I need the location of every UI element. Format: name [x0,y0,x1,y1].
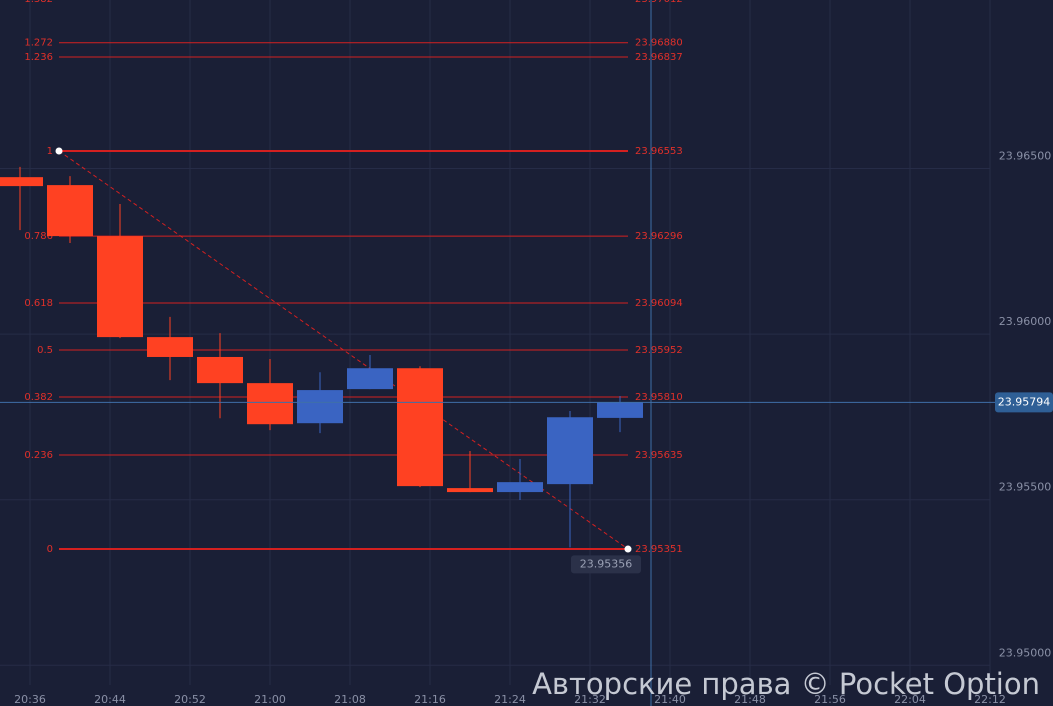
fib-price: 23.96553 [635,146,683,157]
anchor-dot [55,147,63,155]
x-tick-label: 20:36 [14,693,46,706]
fib-price: 23.95351 [635,544,683,555]
x-tick-label: 21:16 [414,693,446,706]
x-tick-label: 21:32 [574,693,606,706]
candle-body [397,368,443,487]
candle-body [347,368,393,390]
x-tick-label: 21:48 [734,693,766,706]
y-tick-label: 23.96000 [999,315,1052,328]
x-tick-label: 22:12 [974,693,1006,706]
fib-ratio: 0.236 [24,450,53,461]
fib-price: 23.96296 [635,231,683,242]
y-tick-label: 23.95500 [999,481,1052,494]
current-price-label: 23.95794 [998,395,1051,408]
fib-ratio: 0.382 [24,392,53,403]
candle-body [197,356,243,384]
fib-price: 23.95952 [635,345,683,356]
fib-ratio: 0.618 [24,298,53,309]
fib-ratio: 1 [47,146,53,157]
fib-price: 23.96837 [635,52,683,63]
fib-price: 23.96094 [635,298,683,309]
fib-price: 23.95635 [635,450,683,461]
watermark: Авторские права © Pocket Option [532,667,1040,701]
fib-ratio: 0 [47,544,53,555]
y-tick-label: 23.96500 [999,150,1052,163]
current-price-box [995,392,1053,413]
x-tick-label: 21:56 [814,693,846,706]
fib-price: 23.96880 [635,38,683,49]
x-tick-label: 21:40 [654,693,686,706]
fib-ratio: 0.5 [37,345,53,356]
fib-price: 23.97012 [635,0,683,5]
low-marker-label: 23.95356 [580,557,633,570]
candles [0,166,643,548]
y-tick-label: 23.95000 [999,646,1052,659]
overlay: 23.95794 23.95356 [0,147,1053,574]
low-marker-box [571,555,641,574]
candle-body [97,236,143,338]
fibonacci: 1.382 23.97012 1.272 23.96880 1.236 23.96837 1… [24,0,682,555]
candle-body [0,177,43,187]
candle-body [497,482,543,493]
fib-price: 23.95810 [635,392,683,403]
trend-line [58,150,629,550]
candle-body [297,390,343,424]
x-tick-label: 21:08 [334,693,366,706]
candle-body [147,337,193,357]
fib-ratio: 1.382 [24,0,53,5]
x-tick-label: 22:04 [894,693,926,706]
candle-body [447,488,493,493]
candle-body [47,185,93,237]
x-tick-label: 21:00 [254,693,286,706]
fib-ratio: 1.272 [24,38,53,49]
anchor-dot [624,545,632,553]
fib-ratio: 1.236 [24,52,53,63]
x-tick-label: 20:52 [174,693,206,706]
candle-body [547,417,593,485]
candle-body [597,402,643,418]
fib-ratio: 0.786 [24,231,53,242]
x-tick-label: 21:24 [494,693,526,706]
candle-body [247,383,293,425]
x-tick-label: 20:44 [94,693,126,706]
